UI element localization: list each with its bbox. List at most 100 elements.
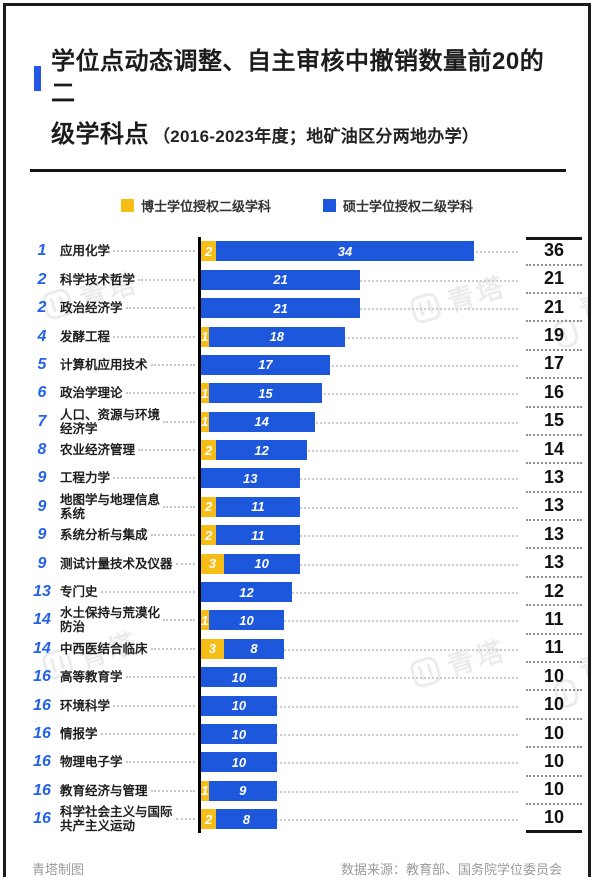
leader-line [175, 562, 195, 565]
row-label: 测试计量技术及仪器 [60, 556, 173, 571]
row-label-cell: 政治学理论 [60, 386, 198, 400]
row-rank: 6 [37, 384, 47, 402]
leader-line [100, 591, 195, 594]
legend-item-msc: 硕士学位授权二级学科 [323, 196, 473, 215]
row-rank: 16 [33, 781, 51, 799]
bar-chart: 1 应用化学 2 34 36 2 科学技术哲学 [24, 237, 582, 834]
row-label-cell: 高等教育学 [60, 670, 198, 684]
row-label-cell: 环境科学 [60, 699, 198, 713]
row-rank: 13 [33, 583, 51, 601]
row-total: 11 [526, 635, 582, 664]
table-row: 2 科学技术哲学 21 21 [24, 265, 582, 294]
bar-area: 3 10 [198, 549, 520, 578]
row-label: 发酵工程 [60, 329, 111, 344]
stacked-bar: 1 14 [201, 411, 315, 432]
phd-bar-segment: 2 [201, 809, 217, 830]
bar-area: 2 8 [198, 804, 520, 834]
row-label-cell: 政治经济学 [60, 301, 198, 315]
row-rank: 16 [33, 725, 51, 742]
row-rank: 16 [33, 810, 51, 828]
row-label: 人口、资源与环境 经济学 [60, 407, 161, 436]
table-row: 16 高等教育学 10 10 [24, 663, 582, 692]
row-total: 16 [526, 379, 582, 408]
row-total: 17 [526, 351, 582, 380]
grid-dotted-line [201, 734, 518, 736]
table-row: 9 测试计量技术及仪器 3 10 13 [24, 549, 582, 578]
grid-dotted-line [201, 705, 518, 708]
stacked-bar: 2 11 [201, 525, 300, 546]
row-total: 10 [526, 748, 582, 777]
msc-legend-swatch-icon [323, 199, 336, 213]
row-label-cell: 地图学与地理信息 系统 [60, 493, 198, 521]
table-row: 4 发酵工程 1 18 19 [24, 322, 582, 351]
legend-label-msc: 硕士学位授权二级学科 [343, 199, 474, 215]
row-label: 工程力学 [60, 471, 111, 486]
row-total: 10 [526, 777, 582, 805]
msc-bar-segment: 9 [208, 780, 277, 801]
msc-bar-segment: 10 [201, 724, 277, 744]
legend-label-phd: 博士学位授权二级学科 [140, 199, 271, 215]
table-row: 13 专门史 12 12 [24, 577, 582, 607]
grid-dotted-line [201, 592, 518, 595]
leader-line [150, 363, 195, 366]
row-label: 计算机应用技术 [60, 357, 148, 372]
msc-bar-segment: 10 [201, 695, 277, 716]
chart-legend: 博士学位授权二级学科 硕士学位授权二级学科 [6, 196, 588, 215]
row-label-cell: 中西医结合临床 [60, 642, 198, 656]
leader-line [113, 250, 195, 253]
phd-bar-segment: 2 [201, 440, 217, 461]
msc-bar-segment: 17 [201, 354, 330, 375]
row-label: 情报学 [60, 727, 98, 741]
phd-bar-segment: 1 [201, 610, 209, 631]
table-row: 9 地图学与地理信息 系统 2 11 13 [24, 492, 582, 522]
row-rank: 8 [37, 441, 47, 459]
bar-area: 10 [198, 748, 520, 777]
table-row: 9 系统分析与集成 2 11 13 [24, 521, 582, 550]
row-rank: 16 [33, 668, 51, 686]
phd-bar-segment: 1 [201, 780, 209, 801]
stacked-bar: 1 10 [201, 610, 285, 631]
row-label: 教育经济与管理 [60, 783, 148, 798]
msc-bar-segment: 14 [208, 411, 315, 432]
credit-text: 青塔制图 [32, 862, 85, 877]
row-label-cell: 水土保持与荒漠化 防治 [60, 606, 198, 634]
stacked-bar: 10 [201, 752, 277, 773]
infographic-card: 青塔 青塔 青塔 青塔 青塔 青塔 学位点动态调整、自主审核中撤销数量前20的二… [3, 3, 591, 877]
title-accent-bar [34, 65, 41, 91]
msc-bar-segment: 10 [223, 553, 300, 574]
bar-area: 2 34 [198, 237, 520, 266]
row-label: 科学技术哲学 [60, 272, 136, 287]
stacked-bar: 13 [201, 468, 300, 489]
msc-bar-segment: 11 [216, 525, 300, 546]
row-total: 21 [526, 294, 582, 323]
row-label-cell: 物理电子学 [60, 755, 198, 769]
row-label: 地图学与地理信息 系统 [60, 492, 161, 521]
header-divider [30, 169, 566, 173]
leader-line [138, 449, 195, 452]
stacked-bar: 21 [201, 298, 361, 319]
grid-dotted-line [201, 450, 518, 453]
stacked-bar: 2 12 [201, 440, 308, 461]
bar-area: 21 [198, 293, 520, 323]
stacked-bar: 1 15 [201, 383, 323, 404]
leader-line [175, 818, 195, 821]
bar-area: 10 [198, 663, 520, 692]
phd-bar-segment: 3 [201, 553, 224, 574]
bar-area: 1 9 [198, 776, 520, 805]
leader-line [150, 789, 195, 792]
bar-area: 17 [198, 350, 520, 380]
grid-dotted-line [201, 535, 518, 538]
stacked-bar: 10 [201, 667, 277, 688]
row-rank: 4 [37, 327, 47, 345]
stacked-bar: 3 8 [201, 638, 285, 659]
row-total: 21 [526, 266, 582, 294]
row-label-cell: 农业经济管理 [60, 443, 198, 457]
row-label-cell: 发酵工程 [60, 330, 198, 344]
msc-bar-segment: 21 [201, 298, 361, 319]
row-rank: 9 [37, 554, 47, 572]
grid-dotted-line [201, 648, 518, 651]
leader-line [163, 505, 195, 508]
row-total: 14 [526, 436, 582, 465]
leader-line [125, 307, 195, 310]
msc-bar-segment: 21 [201, 269, 361, 290]
